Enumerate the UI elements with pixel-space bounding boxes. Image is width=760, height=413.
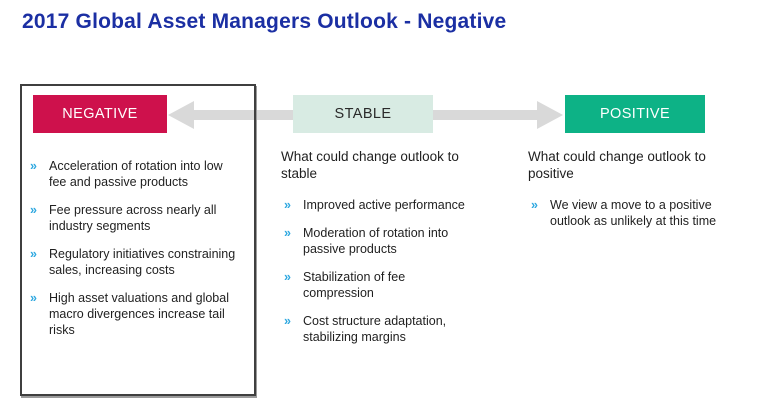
list-item: » Improved active performance <box>284 197 472 213</box>
positive-bullet-list: » We view a move to a positive outlook a… <box>527 197 727 229</box>
list-item-text: Fee pressure across nearly all industry … <box>49 203 217 233</box>
list-item-text: Improved active performance <box>303 198 465 212</box>
list-item: » Regulatory initiatives constraining sa… <box>30 246 242 278</box>
list-item: » Acceleration of rotation into low fee … <box>30 158 242 190</box>
positive-column-heading: What could change outlook to positive <box>528 149 706 181</box>
stable-column-heading: What could change outlook to stable <box>281 149 459 181</box>
list-item-text: Cost structure adaptation, stabilizing m… <box>303 314 447 344</box>
list-item: » We view a move to a positive outlook a… <box>531 197 727 229</box>
negative-column: » Acceleration of rotation into low fee … <box>30 158 242 350</box>
chevron-bullet-icon: » <box>284 314 291 328</box>
page-title: 2017 Global Asset Managers Outlook - Neg… <box>22 10 507 33</box>
list-item: » Cost structure adaptation, stabilizing… <box>284 313 472 345</box>
chevron-bullet-icon: » <box>284 226 291 240</box>
chevron-bullet-icon: » <box>30 203 37 217</box>
chevron-bullet-icon: » <box>30 247 37 261</box>
chevron-bullet-icon: » <box>30 291 37 305</box>
negative-bullet-list: » Acceleration of rotation into low fee … <box>30 158 242 338</box>
chevron-bullet-icon: » <box>284 270 291 284</box>
stable-status-box: STABLE <box>293 95 433 133</box>
chevron-bullet-icon: » <box>30 159 37 173</box>
list-item: » High asset valuations and global macro… <box>30 290 242 338</box>
negative-status-box: NEGATIVE <box>33 95 167 133</box>
chevron-bullet-icon: » <box>284 198 291 212</box>
list-item-text: We view a move to a positive outlook as … <box>550 198 717 228</box>
positive-status-box: POSITIVE <box>565 95 705 133</box>
list-item-text: Moderation of rotation into passive prod… <box>303 226 449 256</box>
list-item: » Moderation of rotation into passive pr… <box>284 225 472 257</box>
stable-status-label: STABLE <box>334 106 392 122</box>
list-item: » Stabilization of fee compression <box>284 269 472 301</box>
left-arrow-icon <box>168 101 293 129</box>
stable-column: What could change outlook to stable » Im… <box>280 148 472 357</box>
right-arrow-icon <box>433 101 563 129</box>
negative-status-label: NEGATIVE <box>62 106 138 122</box>
positive-column: What could change outlook to positive » … <box>527 148 727 241</box>
list-item-text: Regulatory initiatives constraining sale… <box>49 247 236 277</box>
spectrum-arrows <box>168 101 563 129</box>
list-item-text: Acceleration of rotation into low fee an… <box>49 159 223 189</box>
negative-outlook-outline-box <box>20 84 256 396</box>
positive-status-label: POSITIVE <box>599 106 671 122</box>
list-item-text: Stabilization of fee compression <box>303 270 406 300</box>
list-item-text: High asset valuations and global macro d… <box>49 291 229 337</box>
list-item: » Fee pressure across nearly all industr… <box>30 202 242 234</box>
stable-bullet-list: » Improved active performance » Moderati… <box>280 197 472 345</box>
chevron-bullet-icon: » <box>531 198 538 212</box>
